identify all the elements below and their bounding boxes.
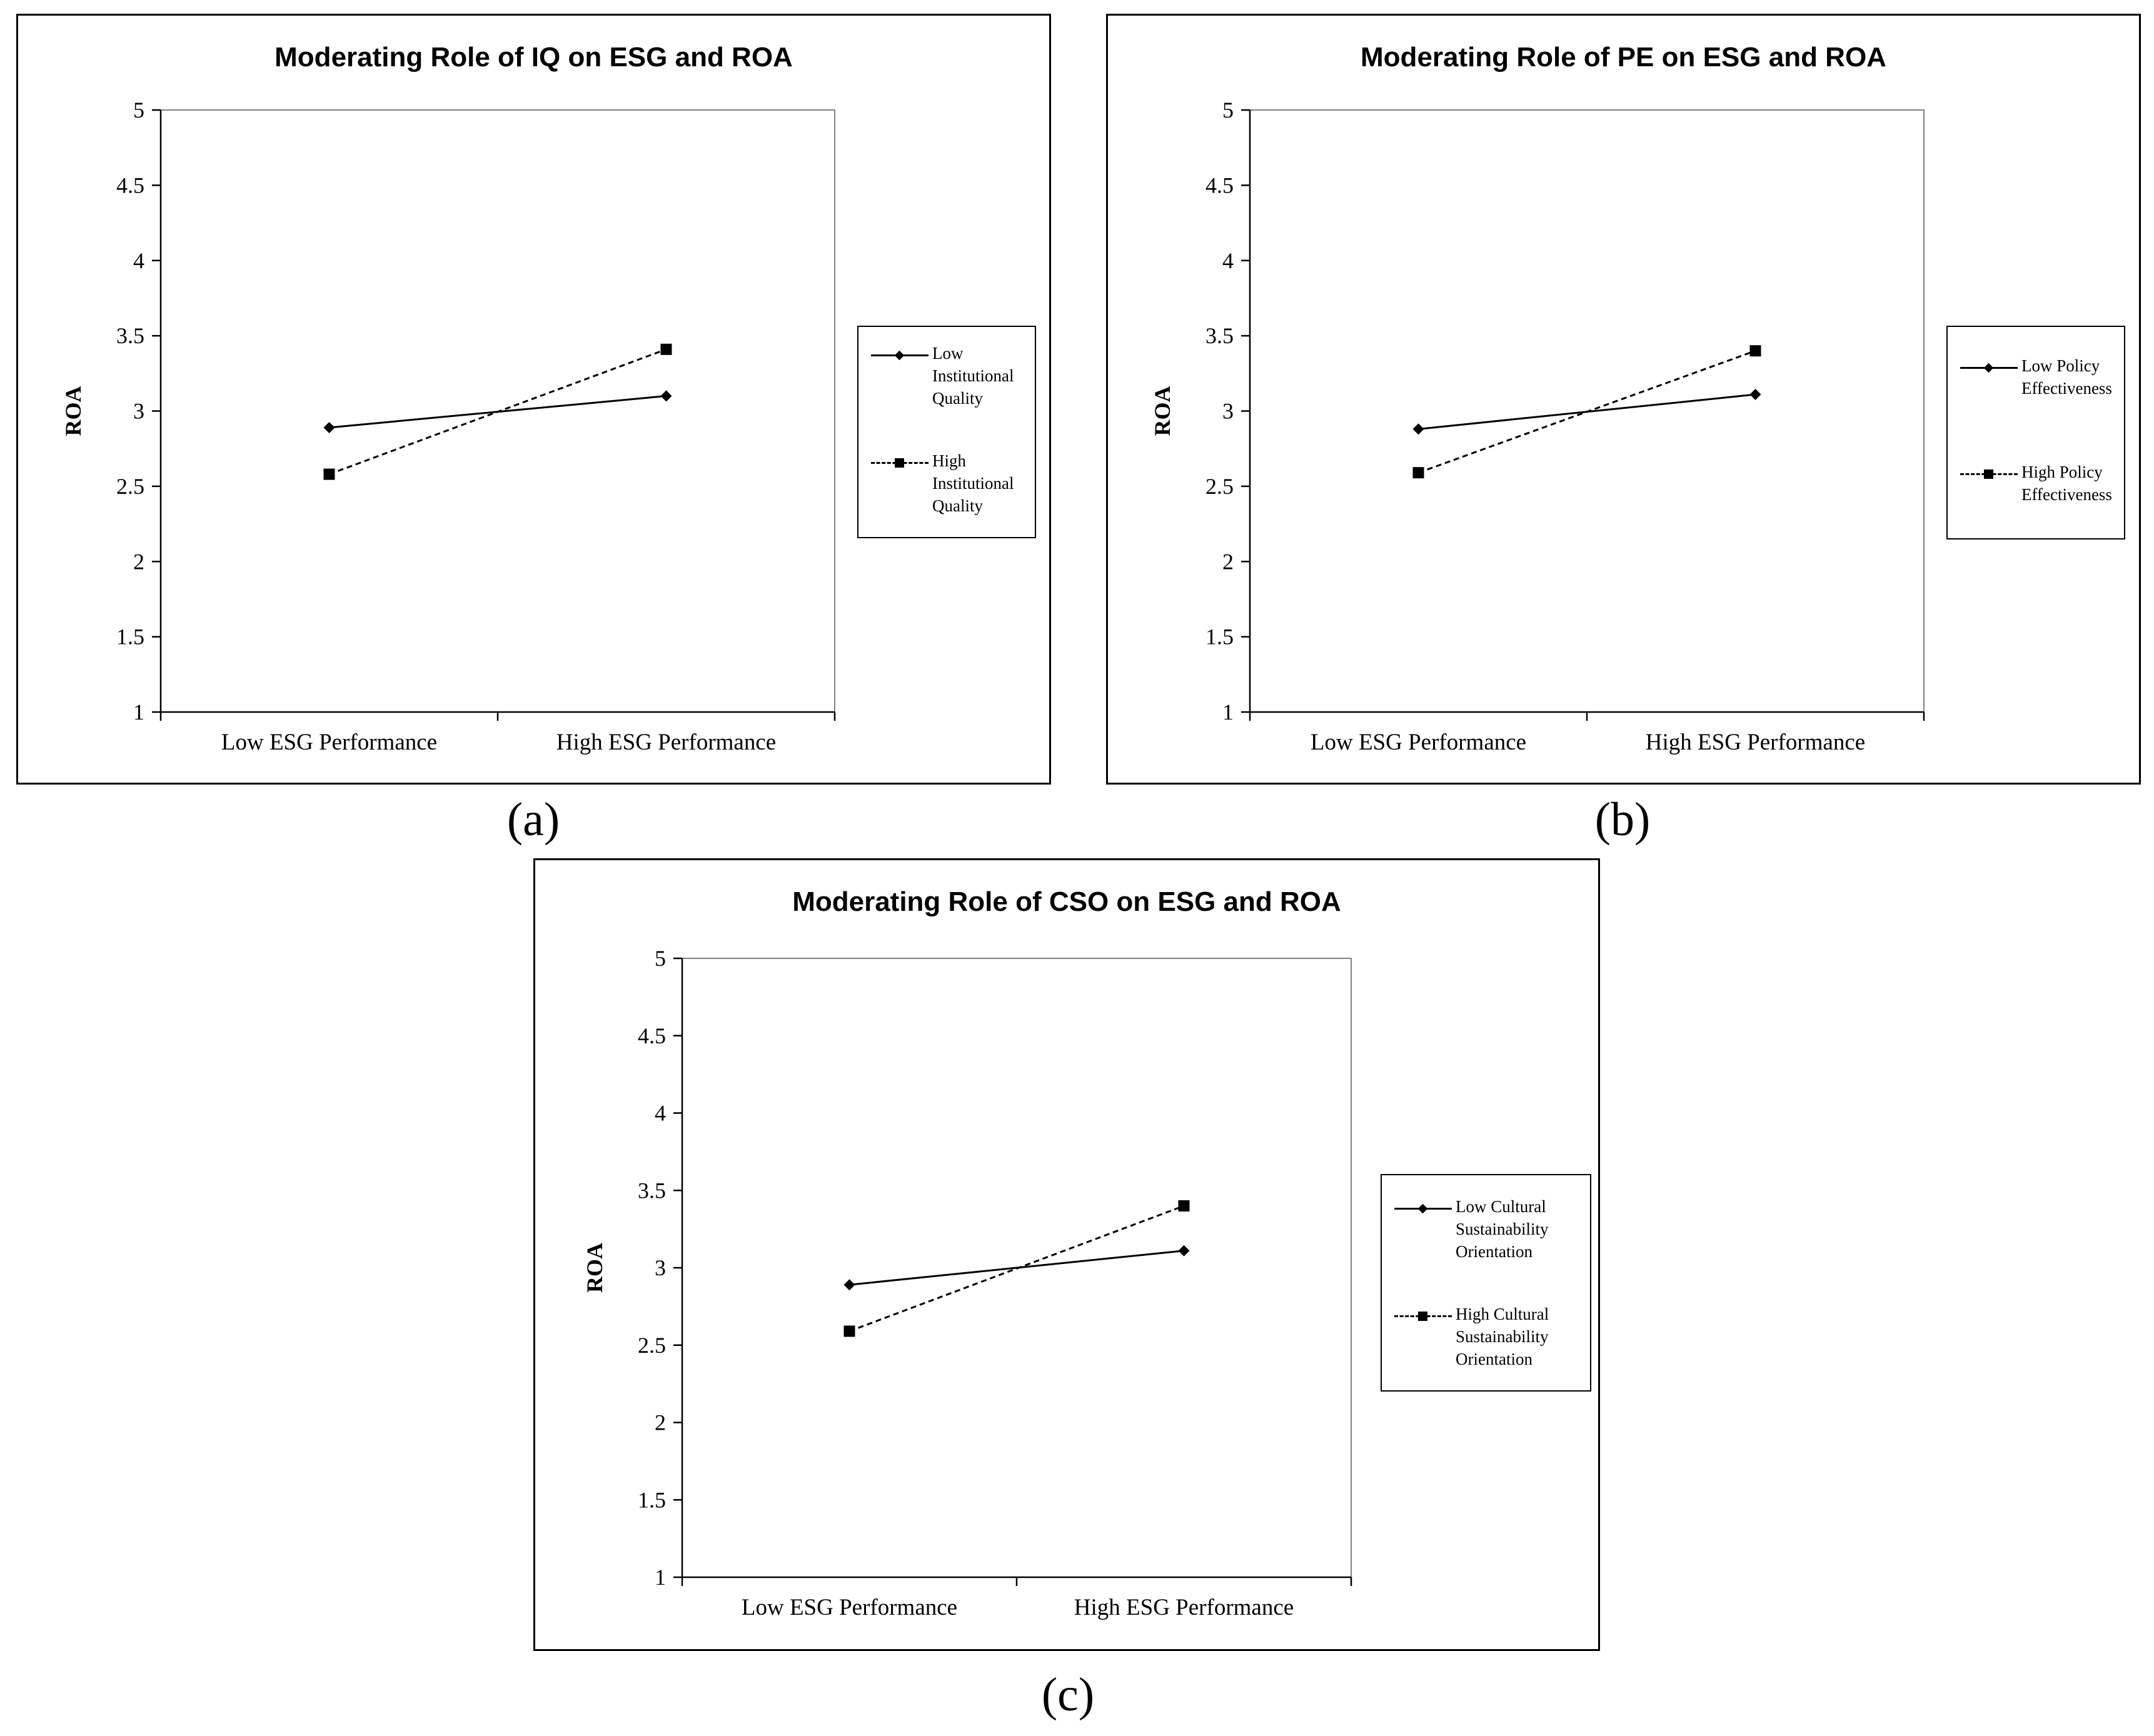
data-point-diamond [323, 421, 335, 433]
chart-legend: Low Institutional Quality High Instituti… [857, 326, 1036, 538]
data-point-square [1412, 467, 1424, 479]
y-tick-label: 1 [133, 700, 144, 725]
square-marker-icon [895, 458, 904, 468]
y-tick-label: 2 [1222, 549, 1234, 574]
y-tick-label: 1.5 [116, 625, 144, 650]
y-tick-label: 5 [1222, 98, 1234, 123]
data-point-square [660, 343, 672, 355]
diamond-marker-icon [1983, 363, 1994, 373]
legend-label: Low Institutional Quality [932, 344, 1014, 408]
data-point-square [1749, 345, 1761, 357]
y-tick-label: 4.5 [116, 173, 144, 198]
data-point-square [1178, 1200, 1190, 1212]
data-point-diamond [660, 390, 672, 402]
y-tick-label: 3 [655, 1255, 666, 1280]
panel-label-c: (c) [1041, 1668, 1095, 1721]
chart-legend: Low Cultural Sustainability Orientation … [1381, 1174, 1591, 1392]
y-tick-label: 5 [133, 98, 144, 123]
y-tick-label: 4.5 [638, 1023, 666, 1048]
data-point-square [843, 1325, 855, 1337]
chart-legend: Low Policy Effectiveness High Policy Eff… [1946, 326, 2125, 539]
y-axis-label: ROA [61, 386, 86, 436]
y-tick-label: 2 [655, 1410, 666, 1435]
y-tick-label: 1 [655, 1565, 666, 1590]
y-tick-label: 1.5 [638, 1487, 666, 1512]
y-tick-label: 2 [133, 549, 144, 574]
panel-label-b: (b) [1594, 793, 1651, 846]
legend-label: High Cultural Sustainability Orientation [1456, 1305, 1549, 1368]
data-point-square [323, 468, 335, 480]
y-tick-label: 3.5 [1205, 323, 1234, 348]
chart-title: Moderating Role of CSO on ESG and ROA [792, 886, 1341, 917]
y-tick-label: 2.5 [1205, 474, 1234, 499]
y-tick-label: 4 [1222, 248, 1234, 273]
x-tick-label: High ESG Performance [1074, 1595, 1294, 1620]
x-tick-label: Low ESG Performance [221, 730, 437, 755]
data-point-diamond [1749, 389, 1761, 401]
y-tick-label: 4 [133, 248, 144, 273]
square-marker-icon [1418, 1312, 1427, 1321]
legend-label: High Policy Effectiveness [2021, 463, 2112, 504]
data-point-diamond [1178, 1245, 1190, 1257]
x-tick-label: Low ESG Performance [742, 1595, 957, 1620]
square-marker-icon [1984, 469, 1993, 479]
data-point-diamond [1412, 423, 1424, 435]
chart-title: Moderating Role of IQ on ESG and ROA [274, 42, 793, 73]
y-tick-label: 3 [1222, 399, 1234, 424]
y-tick-label: 3.5 [116, 323, 144, 348]
y-axis-label: ROA [582, 1243, 607, 1293]
chart-plot: 1 1.5 2 2.5 3 3.5 4 4.5 5 Low ESG Performance High… [61, 98, 836, 755]
y-tick-label: 5 [655, 946, 666, 971]
y-tick-label: 1.5 [1205, 625, 1234, 650]
chart-panel-a: Moderating Role of IQ on ESG and ROA 1 1.… [16, 14, 1051, 785]
y-tick-label: 1 [1222, 700, 1234, 725]
legend-label: Low Cultural Sustainability Orientation [1456, 1197, 1549, 1261]
chart-plot: 1 1.5 2 2.5 3 3.5 4 4.5 5 Low ESG Performance High… [1150, 98, 1925, 755]
y-tick-label: 3 [133, 399, 144, 424]
chart-panel-b: Moderating Role of PE on ESG and ROA 1 1.… [1106, 14, 2141, 785]
diamond-marker-icon [1417, 1203, 1428, 1214]
chart-title: Moderating Role of PE on ESG and ROA [1361, 42, 1886, 73]
data-point-diamond [843, 1279, 855, 1291]
x-tick-label: Low ESG Performance [1311, 730, 1526, 755]
y-tick-label: 3.5 [638, 1178, 666, 1203]
y-tick-label: 2.5 [638, 1333, 666, 1358]
x-tick-label: High ESG Performance [556, 730, 776, 755]
chart-plot: 1 1.5 2 2.5 3 3.5 4 4.5 5 Low ESG Performance High… [582, 946, 1352, 1620]
panel-label-a: (a) [506, 793, 560, 846]
y-tick-label: 2.5 [116, 474, 144, 499]
diamond-marker-icon [894, 350, 905, 361]
y-tick-label: 4 [655, 1101, 666, 1126]
series-line-high [1417, 349, 1756, 474]
legend-label: High Institutional Quality [932, 451, 1014, 515]
legend-label: Low Policy Effectiveness [2021, 356, 2112, 398]
y-tick-label: 4.5 [1205, 173, 1234, 198]
series-line-high [848, 1205, 1185, 1332]
y-axis-label: ROA [1150, 386, 1175, 436]
x-tick-label: High ESG Performance [1646, 730, 1865, 755]
series-line-high [328, 348, 667, 476]
